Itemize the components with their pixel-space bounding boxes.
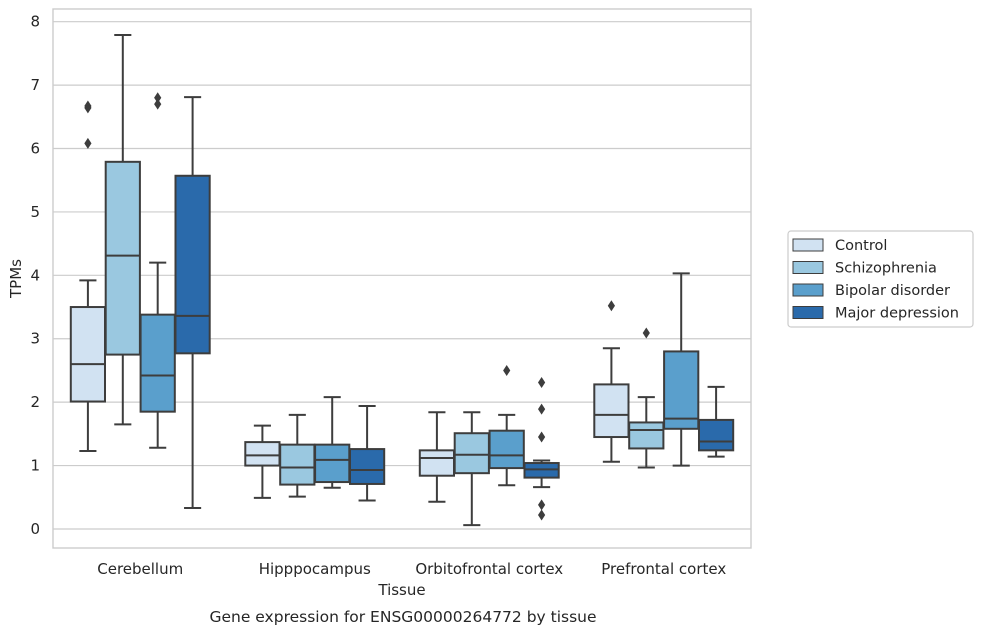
y-tick-label: 4	[30, 266, 40, 284]
box-3-0	[593, 300, 630, 463]
box-0-3	[174, 96, 211, 510]
legend-label: Major depression	[835, 306, 959, 322]
legend-label: Control	[835, 238, 887, 254]
box-0-0	[69, 100, 107, 452]
legend-label: Schizophrenia	[835, 261, 937, 277]
y-tick-label: 7	[30, 76, 40, 94]
legend-frame	[787, 230, 974, 328]
iqr-box	[174, 174, 211, 355]
iqr-box	[348, 448, 386, 485]
outlier-point	[607, 300, 615, 312]
y-tick-label: 3	[30, 330, 40, 348]
outlier-point	[538, 403, 546, 415]
outlier-point	[503, 364, 511, 376]
iqr-box	[453, 432, 490, 475]
outlier-point	[538, 376, 546, 388]
box-0-2	[139, 92, 176, 449]
y-tick-label: 2	[30, 393, 40, 411]
outlier-point	[84, 137, 92, 149]
iqr-box	[279, 443, 316, 486]
y-tick-label: 0	[30, 520, 40, 538]
iqr-box	[104, 160, 141, 356]
x-axis-ticks: Cerebellum Hipppocampus Orbitofrontal cort…	[97, 560, 726, 578]
iqr-box	[139, 313, 176, 413]
box-1-1	[279, 413, 316, 498]
box-2-2	[488, 364, 525, 487]
box-3-1	[628, 327, 665, 469]
box-2-0	[418, 411, 456, 503]
iqr-box	[628, 421, 665, 450]
x-axis-label: Tissue	[377, 581, 425, 599]
iqr-box	[593, 383, 630, 439]
box-1-3	[348, 404, 386, 502]
y-axis-ticks: 0 1 2 3 4 5 6 7 8	[30, 13, 40, 538]
plot-area	[52, 8, 752, 549]
legend-label: Bipolar disorder	[835, 283, 950, 299]
chart-caption: Gene expression for ENSG00000264772 by t…	[209, 608, 596, 626]
iqr-box	[488, 429, 525, 470]
outlier-point	[642, 327, 650, 339]
y-tick-label: 8	[30, 13, 40, 31]
iqr-box	[418, 449, 456, 477]
x-tick-label: Cerebellum	[97, 560, 183, 578]
box-2-3	[523, 376, 560, 521]
y-tick-label: 1	[30, 457, 40, 475]
outlier-point	[538, 509, 546, 521]
outlier-point	[538, 499, 546, 511]
iqr-box	[314, 443, 351, 484]
iqr-box	[69, 306, 107, 403]
iqr-box	[244, 441, 281, 467]
box-1-0	[244, 424, 281, 499]
outlier-point	[84, 100, 92, 112]
outlier-point	[154, 92, 162, 104]
legend-swatch	[792, 238, 824, 252]
x-tick-label: Orbitofrontal cortex	[415, 560, 563, 578]
box-0-1	[104, 33, 141, 426]
x-tick-label: Hipppocampus	[259, 560, 371, 578]
legend: Control Schizophrenia Bipolar disorder Majo…	[787, 230, 974, 328]
legend-swatch	[792, 306, 824, 319]
boxes	[69, 33, 735, 527]
box-1-2	[314, 396, 351, 489]
outlier-point	[538, 431, 546, 443]
iqr-box	[663, 350, 700, 430]
iqr-box	[697, 418, 735, 452]
legend-swatch	[792, 283, 824, 297]
x-tick-label: Prefrontal cortex	[601, 560, 726, 578]
outlier-point	[154, 98, 162, 110]
y-tick-label: 6	[30, 140, 40, 158]
box-3-3	[697, 385, 735, 458]
box-2-1	[453, 411, 490, 527]
box-3-2	[663, 272, 700, 467]
y-axis-label: TPMs	[7, 259, 25, 299]
y-tick-label: 5	[30, 203, 40, 221]
legend-swatch	[792, 261, 824, 274]
